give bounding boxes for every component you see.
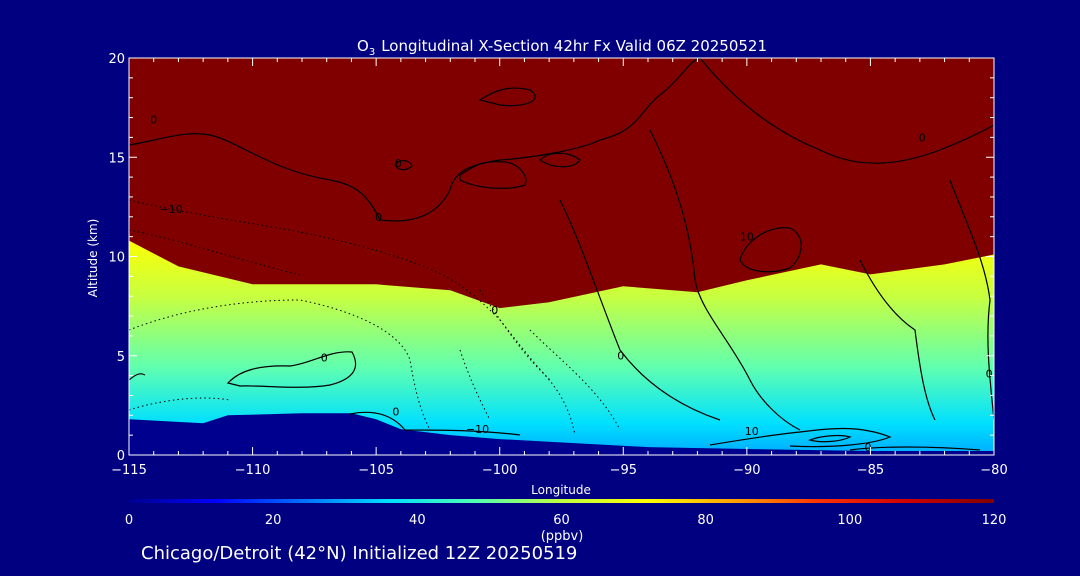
x-tick-label: −100 [482, 463, 518, 478]
stratosphere-region [129, 58, 994, 309]
y-tick-label: 10 [108, 251, 125, 266]
contour-line [699, 58, 994, 164]
terrain-region [129, 413, 994, 455]
contour-lines [129, 58, 994, 451]
colorbar-tick-label: 20 [265, 513, 282, 528]
contour-line [539, 152, 581, 168]
y-axis: 0 5 10 15 20 [108, 52, 994, 464]
contour-labels: 0 0 0 −10 10 0 0 0 0 0 −10 10 0 0 [150, 114, 992, 455]
contour-line-dotted [459, 349, 491, 421]
title-main: Longitudinal X-Section 42hr Fx Valid 06Z… [381, 37, 767, 55]
contour-label: 10 [745, 425, 759, 438]
contour-line-dotted [129, 199, 551, 381]
contour-line [394, 160, 413, 171]
x-axis-label: Longitude [531, 483, 591, 497]
colorbar-tick-label: 100 [837, 513, 862, 528]
contour-line [859, 259, 936, 421]
contour-label: −10 [159, 203, 182, 216]
x-tick-label: −95 [610, 463, 637, 478]
y-axis-label: Altitude (km) [86, 219, 100, 298]
title-subscript: 3 [369, 47, 375, 58]
contour-line [226, 351, 357, 388]
chart-title: O3 Longitudinal X-Section 42hr Fx Valid 0… [357, 37, 767, 58]
contour-line [129, 58, 701, 222]
x-tick-label: −90 [733, 463, 760, 478]
plot-field: 0 0 0 −10 10 0 0 0 0 0 −10 10 0 0 [129, 58, 994, 455]
contour-line [709, 427, 892, 448]
y-tick-label: 0 [117, 449, 125, 464]
contour-line [129, 373, 146, 381]
colorbar-ticks: 0 20 40 60 80 100 120 [125, 513, 1007, 528]
contour-label: 0 [150, 114, 157, 127]
title-species: O [357, 37, 369, 55]
x-tick-label: −115 [111, 463, 147, 478]
colorbar-tick-label: 120 [982, 513, 1007, 528]
contour-line [349, 411, 521, 436]
x-tick-label: −80 [980, 463, 1007, 478]
x-axis: −115 −110 −105 −100 −95 −90 −85 −80 [111, 58, 1008, 478]
y-tick-label: 20 [108, 52, 125, 67]
contour-line [949, 179, 994, 421]
negative-contour-lines [129, 199, 621, 436]
contour-line-dotted [479, 289, 576, 436]
contour-line [559, 199, 721, 421]
colorbar-tick-label: 0 [125, 513, 133, 528]
y-tick-label: 5 [117, 350, 125, 365]
contour-line [808, 434, 852, 443]
contour-label: 0 [392, 405, 399, 418]
contour-label: 0 [919, 131, 926, 144]
x-tick-label: −85 [857, 463, 884, 478]
contour-label: 0 [986, 368, 993, 381]
contour-label: 0 [865, 441, 872, 454]
contour-label: 10 [740, 231, 754, 244]
contour-label: 0 [491, 304, 498, 317]
contour-line-dotted [529, 329, 621, 431]
colorbar-tick-label: 80 [697, 513, 714, 528]
contour-label: 0 [395, 157, 402, 170]
contour-label: 0 [375, 211, 382, 224]
contour-line [739, 227, 802, 273]
contour-line [649, 129, 801, 431]
colorbar-units: (ppbv) [541, 529, 584, 544]
contour-label: 0 [321, 352, 328, 365]
contour-line [849, 446, 981, 451]
contour-label: −10 [466, 423, 489, 436]
y-tick-label: 15 [108, 151, 125, 166]
contour-label: 0 [617, 350, 624, 363]
x-tick-label: −105 [358, 463, 394, 478]
colorbar-tick-label: 60 [553, 513, 570, 528]
colorbar [129, 499, 994, 503]
x-tick-label: −110 [235, 463, 271, 478]
contour-line-dotted [129, 229, 301, 276]
contour-line [478, 87, 536, 107]
contour-line-dotted [129, 299, 431, 431]
contour-line [459, 160, 527, 189]
footer-caption: Chicago/Detroit (42°N) Initialized 12Z 2… [141, 543, 578, 564]
colorbar-tick-label: 40 [409, 513, 426, 528]
